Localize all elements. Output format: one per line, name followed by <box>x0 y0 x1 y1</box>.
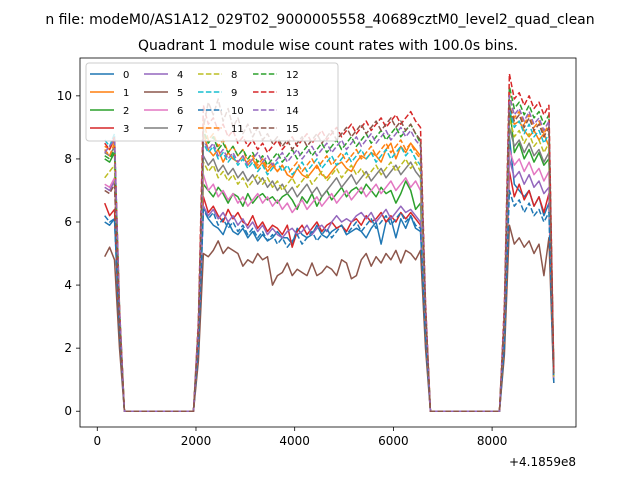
x-axis: 0 2000 4000 6000 8000 <box>93 427 507 448</box>
legend-label: 5 <box>177 88 183 99</box>
legend-frame <box>85 62 339 142</box>
y-tick-label: 6 <box>64 215 72 229</box>
legend-label: 7 <box>177 124 183 135</box>
y-tick-label: 2 <box>64 341 72 355</box>
y-tick-label: 0 <box>64 404 72 418</box>
series-line-3 <box>104 170 555 412</box>
series-line-14 <box>104 95 555 412</box>
legend-label: 8 <box>231 70 237 81</box>
y-tick-label: 8 <box>64 152 72 166</box>
legend-label: 4 <box>177 70 183 81</box>
legend-label: 11 <box>231 124 244 135</box>
x-tick-label: 8000 <box>477 434 508 448</box>
plot-frame <box>79 57 577 428</box>
series-line-7 <box>104 126 555 412</box>
series-line-6 <box>104 148 555 412</box>
x-tick-label: 0 <box>93 434 101 448</box>
legend-label: 1 <box>123 88 129 99</box>
legend-label: 10 <box>231 106 244 117</box>
y-axis: 0 2 4 6 8 10 <box>57 89 80 418</box>
legend-label: 0 <box>123 70 129 81</box>
series-line-15 <box>104 98 555 412</box>
figure-suptitle: n file: modeM0/AS1A12_029T02_9000005558_… <box>45 12 594 28</box>
legend-label: 9 <box>231 88 237 99</box>
series-line-1 <box>104 110 555 412</box>
x-tick-label: 4000 <box>279 434 310 448</box>
legend-label: 12 <box>286 70 299 81</box>
legend-label: 2 <box>123 106 129 117</box>
series-line-5 <box>104 224 555 412</box>
legend-label: 6 <box>177 106 183 117</box>
legend-label: 14 <box>286 106 299 117</box>
x-tick-label: 6000 <box>378 434 409 448</box>
chart-title: Quadrant 1 module wise count rates with … <box>138 38 518 54</box>
legend-label: 13 <box>286 88 299 99</box>
legend-label: 15 <box>286 124 299 135</box>
x-tick-label: 2000 <box>181 434 212 448</box>
x-offset-label: +4.1859e8 <box>509 455 576 469</box>
series-line-9 <box>104 107 555 412</box>
y-tick-label: 10 <box>57 89 72 103</box>
y-tick-label: 4 <box>64 278 72 292</box>
legend-label: 3 <box>123 124 129 135</box>
